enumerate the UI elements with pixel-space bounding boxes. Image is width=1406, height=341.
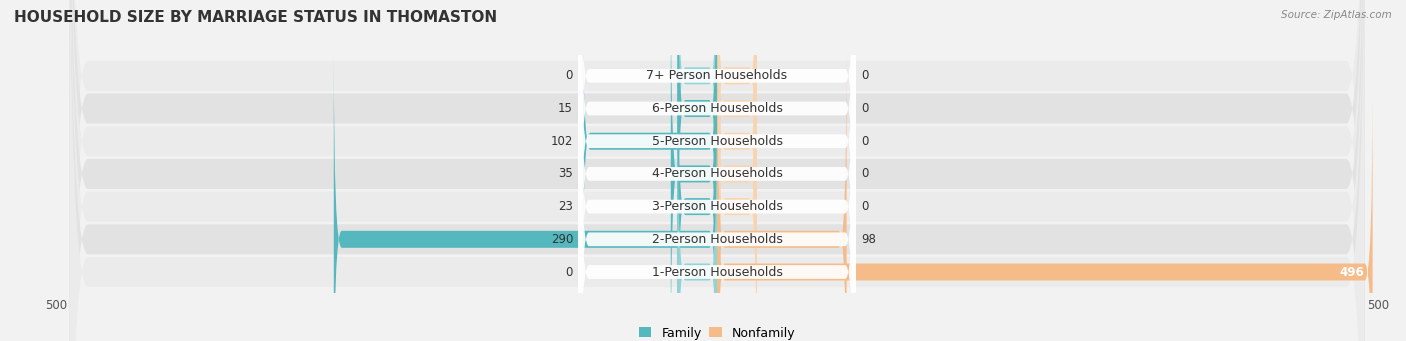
Text: 0: 0 xyxy=(860,102,869,115)
FancyBboxPatch shape xyxy=(578,17,856,341)
Text: 3-Person Households: 3-Person Households xyxy=(651,200,783,213)
FancyBboxPatch shape xyxy=(578,0,856,341)
FancyBboxPatch shape xyxy=(678,84,717,341)
Text: 35: 35 xyxy=(558,167,574,180)
FancyBboxPatch shape xyxy=(69,0,1365,341)
FancyBboxPatch shape xyxy=(671,0,717,341)
Legend: Family, Nonfamily: Family, Nonfamily xyxy=(638,327,796,340)
FancyBboxPatch shape xyxy=(69,0,1365,341)
FancyBboxPatch shape xyxy=(69,0,1365,341)
FancyBboxPatch shape xyxy=(678,0,717,264)
FancyBboxPatch shape xyxy=(69,0,1365,341)
FancyBboxPatch shape xyxy=(717,0,756,264)
Text: 2-Person Households: 2-Person Households xyxy=(651,233,783,246)
FancyBboxPatch shape xyxy=(578,0,856,330)
Text: 290: 290 xyxy=(551,233,574,246)
FancyBboxPatch shape xyxy=(717,0,756,296)
FancyBboxPatch shape xyxy=(69,0,1365,341)
FancyBboxPatch shape xyxy=(678,0,717,296)
FancyBboxPatch shape xyxy=(578,0,856,341)
FancyBboxPatch shape xyxy=(578,0,856,341)
FancyBboxPatch shape xyxy=(578,0,856,341)
FancyBboxPatch shape xyxy=(717,0,756,329)
Text: 0: 0 xyxy=(565,69,574,82)
Text: 5-Person Households: 5-Person Households xyxy=(651,135,783,148)
Text: 0: 0 xyxy=(860,167,869,180)
FancyBboxPatch shape xyxy=(333,51,717,341)
FancyBboxPatch shape xyxy=(578,0,856,341)
Text: Source: ZipAtlas.com: Source: ZipAtlas.com xyxy=(1281,10,1392,20)
Text: 98: 98 xyxy=(860,233,876,246)
Text: 15: 15 xyxy=(558,102,574,115)
FancyBboxPatch shape xyxy=(717,51,846,341)
Text: 4-Person Households: 4-Person Households xyxy=(651,167,783,180)
FancyBboxPatch shape xyxy=(717,0,756,341)
FancyBboxPatch shape xyxy=(678,19,717,341)
Text: 0: 0 xyxy=(860,135,869,148)
Text: 102: 102 xyxy=(551,135,574,148)
Text: HOUSEHOLD SIZE BY MARRIAGE STATUS IN THOMASTON: HOUSEHOLD SIZE BY MARRIAGE STATUS IN THO… xyxy=(14,10,498,25)
FancyBboxPatch shape xyxy=(69,0,1365,341)
Text: 0: 0 xyxy=(565,266,574,279)
FancyBboxPatch shape xyxy=(717,84,1372,341)
FancyBboxPatch shape xyxy=(582,0,717,329)
Text: 6-Person Households: 6-Person Households xyxy=(651,102,783,115)
Text: 0: 0 xyxy=(860,69,869,82)
Text: 1-Person Households: 1-Person Households xyxy=(651,266,783,279)
FancyBboxPatch shape xyxy=(69,0,1365,341)
Text: 0: 0 xyxy=(860,200,869,213)
Text: 496: 496 xyxy=(1340,266,1365,279)
Text: 23: 23 xyxy=(558,200,574,213)
Text: 7+ Person Households: 7+ Person Households xyxy=(647,69,787,82)
FancyBboxPatch shape xyxy=(717,19,756,341)
